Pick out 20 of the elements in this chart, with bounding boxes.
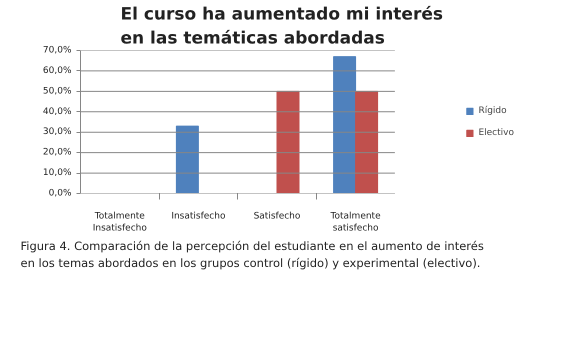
y-tick-label: 10,0%	[42, 168, 72, 178]
x-tick-label: Totalmente satisfecho	[330, 212, 382, 234]
bar	[355, 90, 378, 194]
y-tick-label: 20,0%	[42, 148, 72, 158]
bar	[176, 126, 199, 194]
y-tick-label: 40,0%	[42, 106, 72, 117]
x-tick-label: Insatisfecho	[171, 212, 226, 222]
y-tick-label: 60,0%	[42, 66, 72, 76]
x-tick-label: Totalmente Insatisfecho	[92, 212, 148, 234]
legend-label: Rígido	[478, 106, 507, 116]
legend-label: Electivo	[478, 128, 514, 138]
y-tick-label: 70,0%	[42, 46, 72, 56]
y-tick-label: 30,0%	[42, 127, 72, 138]
bar	[333, 56, 356, 194]
chart-title: El curso ha aumentado mi interés en las temáticas abordadas	[120, 4, 443, 48]
x-tick-label: Satisfecho	[254, 212, 301, 222]
y-tick-label: 0,0%	[48, 188, 72, 198]
text: Figura 4. Comparación de la percepción del estudiante en el aumento de interés en los temas abordados en los grupos control (rígido) y experimental (electivo).	[20, 239, 484, 270]
y-tick-label: 50,0%	[42, 86, 72, 96]
bar	[276, 90, 300, 194]
